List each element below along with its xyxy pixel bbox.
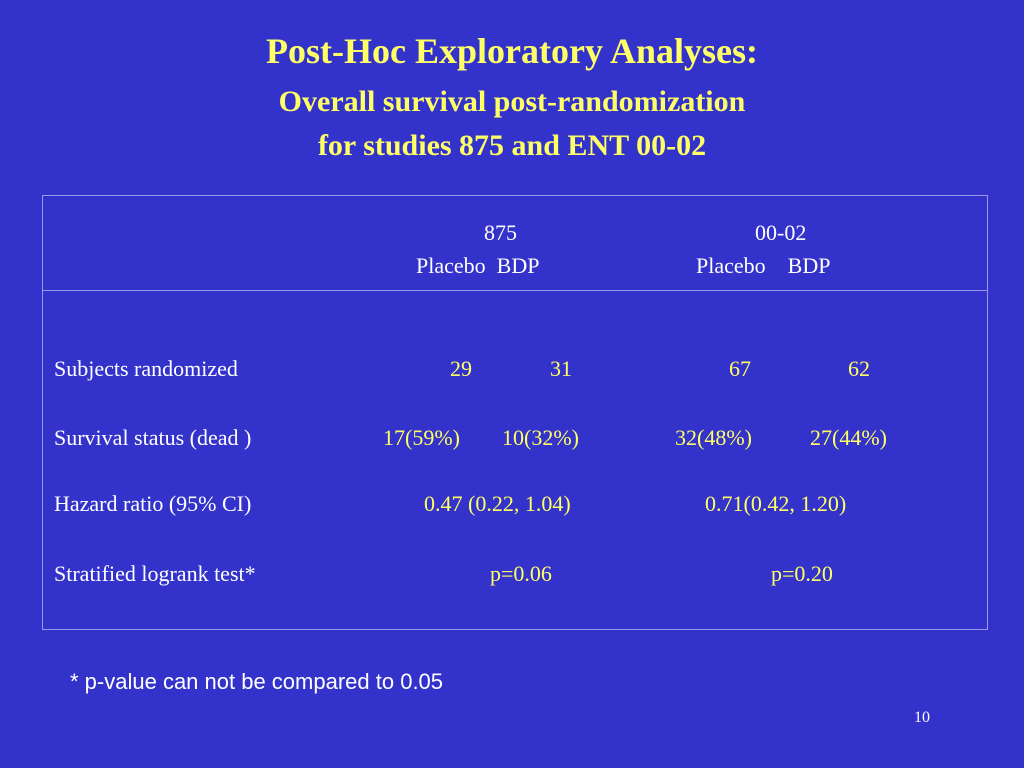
table-cell: 29 [450, 356, 472, 381]
table-cell: p=0.06 [490, 561, 552, 586]
table-header-divider [42, 290, 988, 291]
column-subheader-study-875: Placebo BDP [416, 253, 540, 278]
table-cell: 32(48%) [675, 425, 752, 450]
table-cell: 17(59%) [383, 425, 460, 450]
table-cell: p=0.20 [771, 561, 833, 586]
page-number: 10 [914, 709, 930, 726]
table-cell: 31 [550, 356, 572, 381]
slide-subtitle-line-2: for studies 875 and ENT 00-02 [317, 129, 707, 162]
results-table-border [42, 195, 988, 630]
table-cell: 67 [729, 356, 751, 381]
row-label-hazard-ratio: Hazard ratio (95% CI) [54, 491, 252, 516]
slide-subtitle-line-1: Overall survival post-randomization [278, 85, 746, 118]
table-cell: 0.47 (0.22, 1.04) [424, 491, 571, 516]
row-label-survival-status: Survival status (dead ) [54, 425, 252, 450]
column-header-study-875: 875 [484, 220, 517, 245]
row-label-stratified-logrank-test: Stratified logrank test* [54, 561, 256, 586]
footnote: * p-value can not be compared to 0.05 [70, 669, 444, 694]
table-cell: 0.71(0.42, 1.20) [705, 491, 847, 516]
table-cell: 62 [848, 356, 870, 381]
slide-title: Post-Hoc Exploratory Analyses: [266, 31, 758, 71]
table-cell: 27(44%) [810, 425, 887, 450]
column-header-study-00-02: 00-02 [755, 220, 807, 245]
table-cell: 10(32%) [502, 425, 579, 450]
row-label-subjects-randomized: Subjects randomized [54, 356, 238, 381]
column-subheader-study-00-02: Placebo BDP [696, 253, 831, 278]
